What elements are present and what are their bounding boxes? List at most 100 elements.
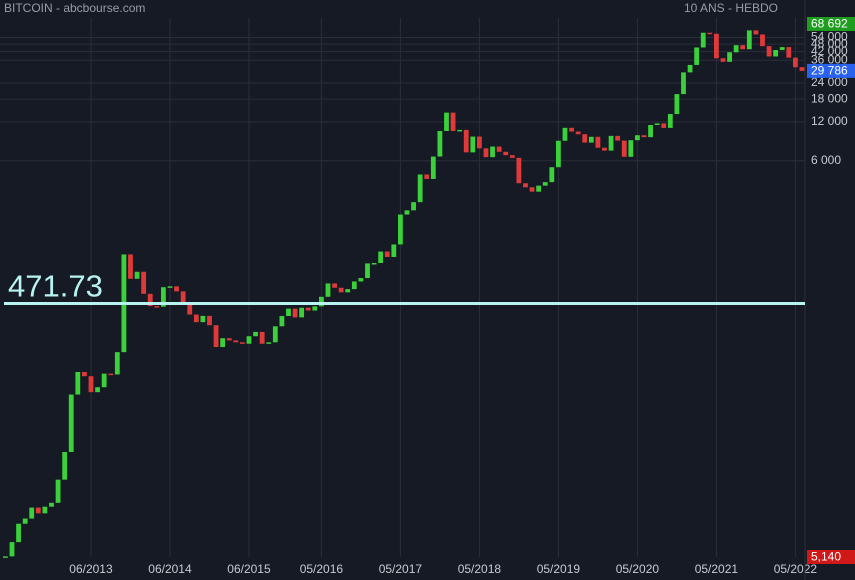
- candle: [608, 135, 614, 151]
- price-marker: [807, 17, 855, 31]
- candle: [516, 157, 522, 184]
- candle: [714, 33, 719, 59]
- candle: [49, 502, 54, 507]
- candle: [253, 331, 258, 337]
- candle: [753, 30, 759, 35]
- candle: [16, 523, 21, 543]
- candle: [332, 283, 337, 288]
- candle: [457, 129, 463, 132]
- x-tick-label: 05/2019: [537, 562, 581, 576]
- candle: [345, 289, 351, 293]
- candle: [213, 325, 219, 348]
- candle: [286, 308, 291, 317]
- candle: [200, 315, 206, 323]
- candle: [233, 340, 239, 343]
- chart-subtitle: 10 ANS - HEBDO: [684, 1, 778, 15]
- candle: [88, 376, 94, 393]
- x-tick-label: 05/2021: [695, 562, 739, 576]
- candle: [305, 307, 311, 311]
- candle: [207, 315, 212, 326]
- y-tick-label: 6 000: [811, 153, 841, 167]
- candle: [694, 47, 700, 65]
- candle: [68, 394, 74, 453]
- candle: [595, 136, 601, 148]
- x-tick-label: 05/2022: [774, 562, 818, 576]
- candle: [720, 58, 726, 62]
- x-tick-label: 05/2018: [458, 562, 502, 576]
- x-tick-label: 06/2015: [227, 562, 271, 576]
- candle: [793, 57, 798, 68]
- candle: [477, 136, 482, 149]
- candle: [490, 146, 495, 158]
- candle: [128, 254, 133, 279]
- candle: [193, 314, 199, 323]
- candle: [338, 287, 344, 293]
- candle: [266, 342, 272, 344]
- candle: [707, 32, 713, 35]
- candle: [411, 202, 416, 211]
- candle: [648, 125, 653, 138]
- candle: [483, 148, 489, 158]
- x-tick-label: 06/2014: [148, 562, 192, 576]
- candle: [240, 342, 245, 344]
- y-tick-label: 54 000: [811, 30, 848, 44]
- candle: [365, 263, 370, 279]
- candle: [95, 387, 100, 393]
- candle: [279, 316, 285, 327]
- candle: [299, 307, 305, 318]
- candle: [615, 135, 621, 141]
- candle: [799, 67, 805, 71]
- price-marker-label: 29 786: [811, 64, 848, 78]
- candle: [450, 112, 456, 132]
- candle: [82, 372, 87, 377]
- candle: [621, 140, 627, 157]
- candle: [779, 47, 785, 51]
- y-tick-label: 48 000: [811, 36, 848, 50]
- candle: [55, 479, 61, 503]
- y-tick-label: 36 000: [811, 52, 848, 66]
- candle: [562, 127, 568, 141]
- candle: [384, 251, 390, 257]
- candle: [226, 338, 232, 341]
- price-marker-label: 5,140: [811, 550, 841, 564]
- candle: [134, 271, 140, 279]
- candle: [654, 123, 660, 126]
- candle: [674, 94, 680, 115]
- candle: [430, 156, 436, 179]
- x-tick-label: 06/2013: [69, 562, 113, 576]
- candle: [9, 542, 15, 557]
- candle: [391, 244, 397, 257]
- candle: [556, 140, 561, 168]
- price-marker: [807, 550, 855, 564]
- candle: [628, 140, 634, 157]
- candle: [542, 182, 548, 186]
- candle: [108, 373, 114, 376]
- candle: [700, 32, 706, 48]
- x-tick-label: 05/2020: [616, 562, 660, 576]
- candle: [437, 131, 443, 157]
- candle: [371, 263, 377, 265]
- candle: [509, 155, 515, 158]
- candle: [101, 373, 107, 388]
- candle: [424, 174, 430, 179]
- candle: [404, 210, 410, 215]
- candle: [147, 293, 153, 307]
- y-tick-label: 42 000: [811, 44, 848, 58]
- candle: [766, 46, 772, 57]
- candle: [319, 296, 324, 307]
- candle: [180, 291, 186, 303]
- candle: [503, 151, 509, 156]
- candle: [773, 50, 779, 57]
- candle: [141, 271, 147, 294]
- candle: [312, 306, 318, 311]
- candle: [114, 352, 120, 375]
- candle: [746, 30, 752, 50]
- candle: [292, 308, 298, 318]
- candle: [760, 34, 765, 47]
- candle: [187, 302, 193, 315]
- candle: [575, 131, 581, 135]
- candle: [602, 147, 607, 151]
- candle: [470, 136, 476, 153]
- candle: [727, 52, 732, 62]
